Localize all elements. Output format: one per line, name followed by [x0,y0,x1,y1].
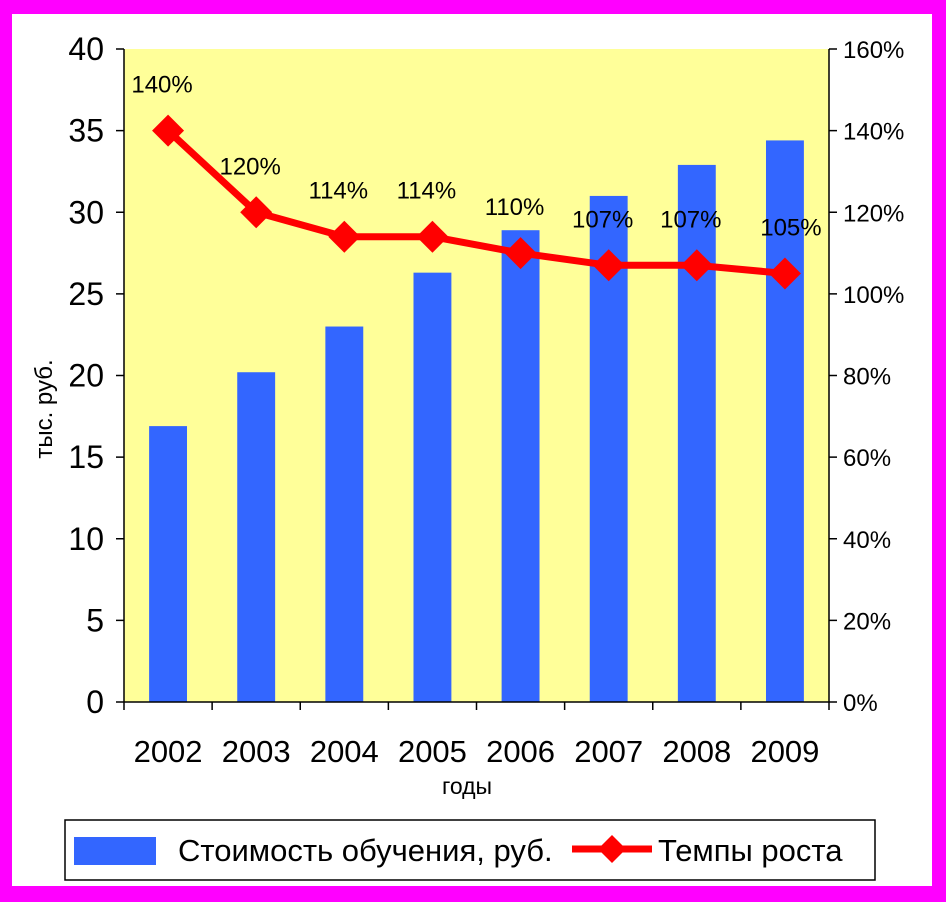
x-tick-label: 2003 [222,734,291,769]
chart-frame: 0 5 10 15 20 25 30 35 40 0% 20% 40% 60% 80% 100% 120% 14… [12,14,932,886]
bar-2004 [325,326,364,702]
legend-line-marker [598,835,626,863]
y-tick-label-right: 60% [843,445,891,472]
growth-point-2003 [240,196,273,229]
bar-2002 [149,426,188,702]
bar-2003 [237,372,276,702]
y-tick-label-left: 15 [68,439,104,475]
x-tick-label: 2002 [134,734,203,769]
x-tick-label: 2007 [574,734,643,769]
x-tick-label: 2006 [486,734,555,769]
y-axis-title: тыс. руб. [31,359,58,458]
x-tick-label: 2009 [750,734,819,769]
data-labels: 140% 120% 114% 114% 110% 107% 107% 105% [131,72,821,242]
bars [149,140,804,703]
data-label-2006: 110% [485,194,545,221]
growth-point-2004 [328,220,361,253]
y-tick-label-right: 100% [843,282,904,309]
growth-point-2008 [680,249,713,282]
y-tick-label-right: 80% [843,364,891,391]
data-label-2007: 107% [572,206,633,233]
x-tick-label: 2008 [662,734,731,769]
growth-point-2005 [416,220,449,253]
bar-2006 [501,230,540,702]
data-label-2003: 120% [219,153,280,180]
y-tick-label-right: 140% [843,119,904,146]
data-label-2008: 107% [660,206,721,233]
y-tick-label-right: 160% [843,37,904,64]
bar-2008 [677,164,716,703]
y-tick-label-right: 0% [843,690,878,717]
legend-line-label: Темпы роста [658,833,843,868]
chart: 05101520253035400%20%40%60%80%100%120%14… [31,31,904,881]
x-tick-label: 2005 [398,734,467,769]
x-tick-label: 2004 [310,734,379,769]
legend: Стоимость обучения, руб. Темпы роста [64,819,876,881]
data-label-2002: 140% [131,72,192,99]
legend-box [64,819,876,881]
y-tick-label-left: 40 [68,31,104,67]
x-axis-title: годы [442,773,492,799]
data-label-2005: 114% [397,178,457,205]
legend-bar-swatch [74,837,156,865]
data-label-2009: 105% [760,214,821,241]
growth-point-2002 [152,114,185,147]
plot-area [124,49,829,702]
bar-2009 [765,140,804,703]
y-tick-label-left: 5 [86,602,104,638]
y-tick-label-left: 25 [68,276,104,312]
growth-point-2007 [592,249,625,282]
y-tick-label-right: 120% [843,200,904,227]
axes: 05101520253035400%20%40%60%80%100%120%14… [68,31,904,769]
y-tick-label-left: 35 [68,113,104,149]
data-label-2004: 114% [309,178,369,205]
growth-point-2009 [768,257,801,290]
y-tick-label-right: 20% [843,608,891,635]
y-tick-label-left: 20 [68,358,104,394]
bar-2005 [413,272,452,702]
y-tick-label-right: 40% [843,527,891,554]
y-tick-label-left: 10 [68,521,104,557]
growth-line [152,114,801,290]
growth-point-2006 [504,237,537,270]
y-tick-label-left: 30 [68,194,104,230]
legend-bar-label: Стоимость обучения, руб. [178,833,553,868]
y-tick-label-left: 0 [86,684,104,720]
